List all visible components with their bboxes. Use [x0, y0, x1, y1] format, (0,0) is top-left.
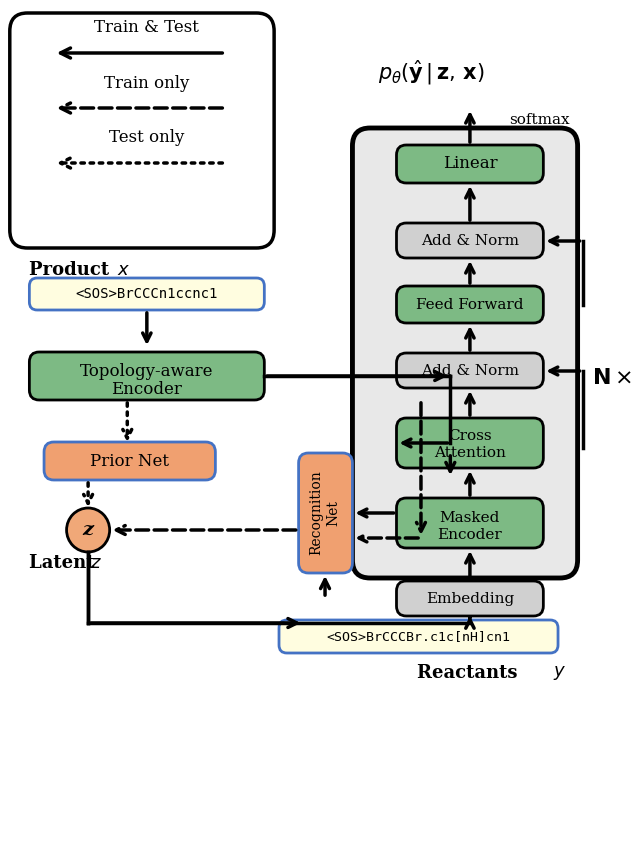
Text: Train & Test: Train & Test [95, 19, 199, 36]
Text: Prior Net: Prior Net [90, 452, 169, 470]
Text: Feed Forward: Feed Forward [416, 298, 524, 312]
Text: $\mathbf{N} \times$: $\mathbf{N} \times$ [592, 367, 633, 389]
Circle shape [67, 508, 109, 552]
Text: Reactants: Reactants [417, 664, 524, 682]
FancyBboxPatch shape [397, 418, 543, 468]
FancyBboxPatch shape [397, 145, 543, 183]
Text: $y$: $y$ [553, 664, 566, 682]
FancyBboxPatch shape [397, 498, 543, 548]
FancyBboxPatch shape [397, 223, 543, 258]
Text: Embedding: Embedding [426, 592, 514, 606]
Text: Encoder: Encoder [111, 380, 182, 398]
FancyBboxPatch shape [397, 286, 543, 323]
FancyBboxPatch shape [397, 353, 543, 388]
FancyBboxPatch shape [353, 128, 578, 578]
Text: Cross: Cross [448, 429, 492, 443]
Text: Train only: Train only [104, 75, 189, 91]
Text: Attention: Attention [434, 446, 506, 460]
FancyBboxPatch shape [44, 442, 216, 480]
Text: Recognition
Net: Recognition Net [309, 470, 340, 556]
Text: $z$: $z$ [90, 554, 102, 572]
Text: Topology-aware: Topology-aware [80, 363, 214, 379]
Text: $p_{\theta}(\hat{\mathbf{y}}\,|\,\mathbf{z},\,\mathbf{x})$: $p_{\theta}(\hat{\mathbf{y}}\,|\,\mathbf… [378, 59, 484, 88]
Text: Product: Product [29, 261, 116, 279]
FancyBboxPatch shape [299, 453, 353, 573]
FancyBboxPatch shape [10, 13, 274, 248]
Text: Test only: Test only [109, 129, 184, 147]
FancyBboxPatch shape [279, 620, 558, 653]
FancyBboxPatch shape [29, 352, 264, 400]
Text: $x$: $x$ [118, 261, 131, 279]
Text: Encoder: Encoder [438, 528, 502, 542]
Text: Add & Norm: Add & Norm [421, 364, 519, 378]
Text: <SOS>BrCCCBr.c1c[nH]cn1: <SOS>BrCCCBr.c1c[nH]cn1 [326, 630, 510, 643]
Text: z: z [83, 521, 93, 539]
Text: Masked: Masked [440, 511, 500, 525]
Text: <SOS>BrCCCn1ccnc1: <SOS>BrCCCn1ccnc1 [76, 287, 218, 301]
Text: Linear: Linear [443, 155, 497, 173]
Text: softmax: softmax [509, 113, 570, 127]
Text: Latent: Latent [29, 554, 101, 572]
FancyBboxPatch shape [397, 581, 543, 616]
Text: Add & Norm: Add & Norm [421, 234, 519, 248]
FancyBboxPatch shape [29, 278, 264, 310]
